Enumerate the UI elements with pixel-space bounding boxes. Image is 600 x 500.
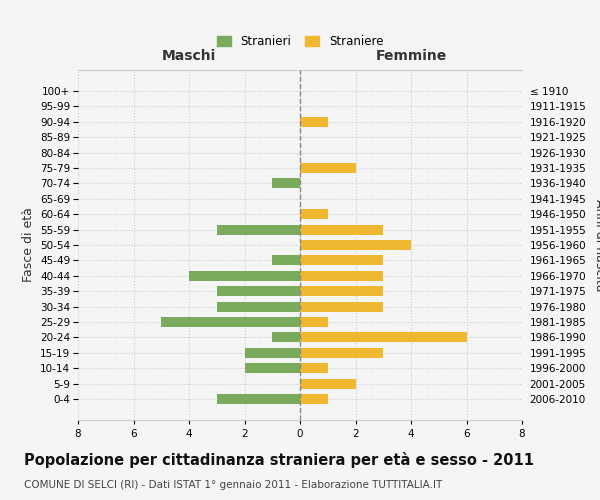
Bar [217, 302, 300, 312]
Bar [300, 378, 355, 388]
Text: Maschi: Maschi [162, 49, 216, 63]
Bar [300, 332, 467, 342]
Bar [300, 348, 383, 358]
Bar [217, 286, 300, 296]
Bar [161, 317, 300, 327]
Bar [300, 209, 328, 219]
Bar [272, 332, 300, 342]
Y-axis label: Fasce di età: Fasce di età [22, 208, 35, 282]
Bar [300, 317, 328, 327]
Legend: Stranieri, Straniere: Stranieri, Straniere [212, 30, 388, 53]
Bar [272, 256, 300, 266]
Bar [300, 364, 328, 374]
Bar [300, 302, 383, 312]
Bar [217, 224, 300, 234]
Bar [300, 163, 355, 173]
Bar [189, 271, 300, 281]
Bar [300, 286, 383, 296]
Text: COMUNE DI SELCI (RI) - Dati ISTAT 1° gennaio 2011 - Elaborazione TUTTITALIA.IT: COMUNE DI SELCI (RI) - Dati ISTAT 1° gen… [24, 480, 442, 490]
Bar [300, 271, 383, 281]
Bar [300, 116, 328, 126]
Bar [272, 178, 300, 188]
Bar [300, 240, 411, 250]
Y-axis label: Anni di nascita: Anni di nascita [593, 198, 600, 291]
Bar [245, 348, 300, 358]
Bar [300, 224, 383, 234]
Bar [217, 394, 300, 404]
Text: Popolazione per cittadinanza straniera per età e sesso - 2011: Popolazione per cittadinanza straniera p… [24, 452, 534, 468]
Bar [300, 256, 383, 266]
Text: Femmine: Femmine [376, 49, 446, 63]
Bar [245, 364, 300, 374]
Bar [300, 394, 328, 404]
